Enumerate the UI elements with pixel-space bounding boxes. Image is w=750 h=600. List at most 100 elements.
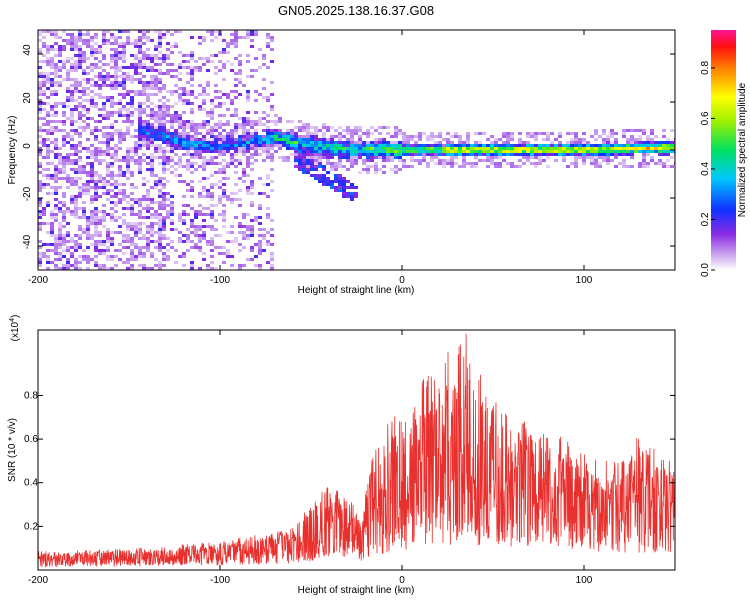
spectrogram-cell	[390, 141, 394, 144]
spectrogram-cell	[174, 144, 178, 147]
spectrogram-cell	[246, 225, 250, 228]
spectrogram-cell	[114, 111, 118, 114]
spectrogram-cell	[142, 42, 146, 45]
spectrogram-cell	[594, 138, 598, 141]
spectrogram-cell	[138, 108, 142, 111]
spectrogram-cell	[606, 135, 610, 138]
spectrogram-cell	[622, 150, 626, 153]
spectrogram-cell	[50, 150, 54, 153]
spectrogram-cell	[166, 120, 170, 123]
spectrogram-cell	[270, 138, 274, 141]
spectrogram-cell	[38, 81, 42, 84]
spectrogram-cell	[66, 39, 70, 42]
spectrogram-cell	[66, 69, 70, 72]
spectrogram-cell	[630, 165, 634, 168]
spectrogram-cell	[162, 72, 166, 75]
spectrogram-cell	[106, 267, 110, 270]
spectrogram-cell	[346, 126, 350, 129]
spectrogram-cell	[258, 135, 262, 138]
spectrogram-cell	[518, 144, 522, 147]
spectrogram-cell	[102, 33, 106, 36]
spectrogram-cell	[54, 174, 58, 177]
spectrogram-cell	[366, 165, 370, 168]
spectrogram-cell	[270, 144, 274, 147]
spectrogram-cell	[110, 255, 114, 258]
spectrogram-cell	[150, 255, 154, 258]
spectrogram-cell	[166, 135, 170, 138]
spectrogram-cell	[146, 156, 150, 159]
spectrogram-cell	[162, 54, 166, 57]
spectrogram-cell	[198, 36, 202, 39]
spectrogram-cell	[598, 144, 602, 147]
spectrogram-cell	[50, 108, 54, 111]
spectrogram-cell	[106, 132, 110, 135]
spectrogram-cell	[190, 186, 194, 189]
spectrogram-cell	[210, 192, 214, 195]
spectrogram-cell	[94, 180, 98, 183]
spectrogram-cell	[358, 144, 362, 147]
spectrogram-cell	[546, 147, 550, 150]
spectrogram-cell	[166, 213, 170, 216]
spectrogram-cell	[54, 219, 58, 222]
spectrogram-cell	[46, 204, 50, 207]
spectrogram-cell	[246, 111, 250, 114]
spectrogram-cell	[70, 237, 74, 240]
spectrogram-cell	[118, 114, 122, 117]
spectrogram-cell	[90, 216, 94, 219]
spectrogram-cell	[38, 126, 42, 129]
spectrogram-cell	[182, 126, 186, 129]
spectrogram-cell	[174, 135, 178, 138]
spectrogram-cell	[130, 237, 134, 240]
spectrogram-cell	[78, 90, 82, 93]
spectrogram-cell	[182, 210, 186, 213]
spectrogram-cell	[478, 144, 482, 147]
spectrogram-cell	[130, 96, 134, 99]
spectrogram-cell	[166, 180, 170, 183]
spectrogram-cell	[178, 240, 182, 243]
spectrogram-cell	[58, 267, 62, 270]
spectrogram-cell	[522, 156, 526, 159]
spectrogram-cell	[166, 111, 170, 114]
spectrogram-cell	[546, 150, 550, 153]
spectrogram-cell	[150, 162, 154, 165]
spectrogram-cell	[222, 216, 226, 219]
spectrogram-cell	[102, 252, 106, 255]
spectrogram-cell	[110, 57, 114, 60]
spectrogram-cell	[150, 60, 154, 63]
spectrogram-cell	[214, 105, 218, 108]
spectrogram-cell	[174, 162, 178, 165]
spectrogram-cell	[402, 147, 406, 150]
spectrogram-cell	[246, 165, 250, 168]
spectrogram-cell	[394, 126, 398, 129]
spectrogram-cell	[38, 39, 42, 42]
spectrogram-cell	[254, 69, 258, 72]
spectrogram-cell	[142, 57, 146, 60]
spectrogram-cell	[382, 138, 386, 141]
spectrogram-cell	[246, 93, 250, 96]
spectrogram-cell	[182, 132, 186, 135]
spectrogram-cell	[398, 129, 402, 132]
spectrogram-cell	[190, 231, 194, 234]
spectrogram-cell	[614, 138, 618, 141]
spectrogram-cell	[58, 186, 62, 189]
spectrogram-cell	[230, 264, 234, 267]
spectrogram-cell	[270, 243, 274, 246]
spectrogram-cell	[158, 201, 162, 204]
spectrogram-cell	[250, 234, 254, 237]
spectrogram-cell	[110, 237, 114, 240]
spectrogram-cell	[170, 204, 174, 207]
spectrogram-cell	[106, 165, 110, 168]
spectrogram-cell	[322, 156, 326, 159]
spectrogram-cell	[242, 126, 246, 129]
spectrogram-cell	[210, 99, 214, 102]
spectrogram-cell	[174, 84, 178, 87]
spectrogram-cell	[62, 267, 66, 270]
spectrogram-cell	[142, 51, 146, 54]
spectrogram-cell	[58, 36, 62, 39]
spectrogram-cell	[266, 261, 270, 264]
spectrogram-cell	[470, 150, 474, 153]
spectrogram-cell	[74, 267, 78, 270]
spectrogram-cell	[98, 129, 102, 132]
spectrogram-cell	[638, 138, 642, 141]
spectrogram-cell	[482, 144, 486, 147]
